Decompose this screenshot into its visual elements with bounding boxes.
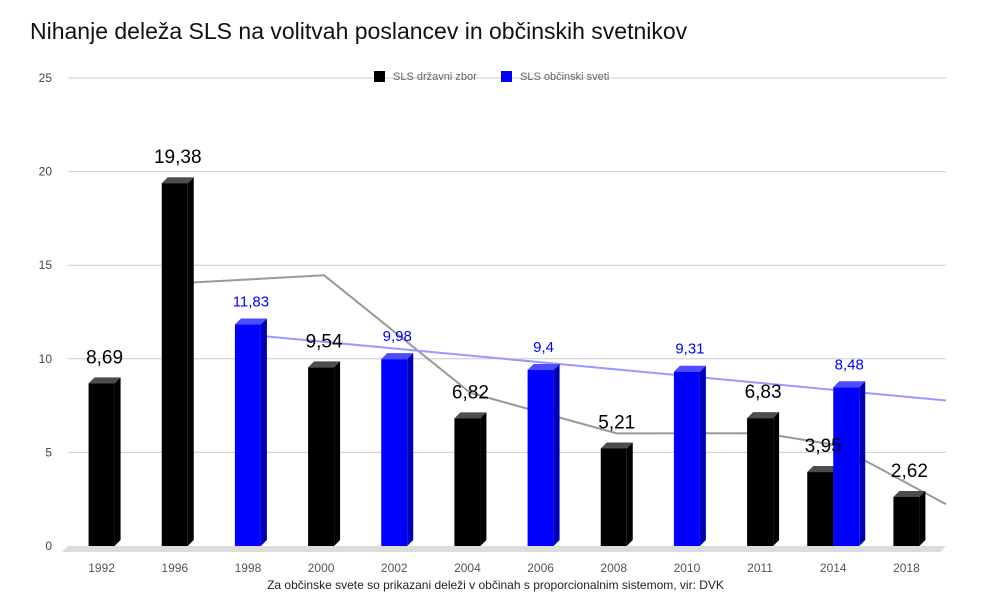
data-label-2004: 6,82 [452,382,489,403]
x-tick-label: 1992 [88,561,115,575]
bar-top-face [600,442,633,449]
bar-2018-drzavni-zbor [893,490,926,546]
bar-side-face [553,364,560,546]
bar-1998-obcinski-sveti [234,318,267,546]
y-tick-label: 5 [45,445,52,459]
bar-top-face [88,377,121,384]
chart-caption: Za občinske svete so prikazani deleži v … [267,578,724,592]
x-tick-label: 2006 [527,561,554,575]
bar-side-face [919,490,926,546]
x-tick-label: 2000 [308,561,335,575]
x-tick-label: 2014 [820,561,847,575]
bar-top-face [833,381,866,388]
bar-front-face [807,472,834,546]
y-tick-label: 10 [39,352,53,366]
bar-2004-drzavni-zbor [454,412,487,546]
data-label-2018: 2,62 [891,461,928,482]
data-label-2011: 6,83 [745,382,782,403]
bar-top-face [673,365,706,372]
y-tick-label: 20 [39,165,53,179]
bar-front-face [527,370,554,546]
bar-side-face [626,442,633,546]
bar-front-face [381,359,408,546]
bar-2014-obcinski-sveti [833,381,866,546]
bar-front-face [161,183,188,546]
data-label-2010: 9,31 [675,341,704,358]
y-tick-label: 0 [45,539,52,553]
bar-top-face [308,361,341,368]
bar-1996-drzavni-zbor [161,177,194,546]
x-tick-label: 2011 [747,561,773,575]
data-label-2006: 9,4 [533,339,554,356]
y-tick-label: 25 [39,71,53,85]
bar-side-face [260,318,267,546]
bar-top-face [527,364,560,371]
data-label-2014: 8,48 [835,356,864,373]
data-label-2014: 3,95 [805,436,842,457]
legend-label: SLS državni zbor [393,71,477,83]
chart-floor [62,546,946,552]
bar-side-face [114,377,121,546]
y-tick-label: 15 [39,258,53,272]
data-label-1996: 19,38 [154,147,202,168]
bar-front-face [308,367,335,546]
data-label-1992: 8,69 [86,347,123,368]
data-label-2008: 5,21 [598,412,635,433]
bar-side-face [773,412,780,546]
bar-2002-obcinski-sveti [381,353,414,546]
bar-top-face [893,490,926,497]
bar-side-face [480,412,487,546]
legend-swatch [501,71,512,82]
x-tick-label: 2004 [454,561,481,575]
bar-front-face [893,496,920,546]
bar-top-face [747,412,780,419]
x-tick-label: 2018 [893,561,920,575]
bar-1992-drzavni-zbor [88,377,121,546]
bar-front-face [234,324,261,546]
bar-top-face [234,318,267,325]
x-tick-label: 2002 [381,561,408,575]
bar-front-face [673,371,700,546]
x-tick-label: 2010 [674,561,701,575]
data-label-1998: 11,83 [233,294,269,311]
bar-top-face [161,177,194,184]
bar-side-face [334,361,341,546]
bar-top-face [381,353,414,360]
bar-side-face [407,353,414,546]
bar-top-face [807,466,840,473]
bar-front-face [454,418,481,546]
bar-2011-drzavni-zbor [747,412,780,546]
bar-2008-drzavni-zbor [600,442,633,546]
bar-side-face [859,381,866,546]
bar-side-face [699,365,706,546]
x-tick-label: 1996 [161,561,188,575]
legend-swatch [374,71,385,82]
x-tick-label: 1998 [235,561,262,575]
bar-2010-obcinski-sveti [673,365,706,546]
bar-top-face [454,412,487,419]
bar-front-face [88,383,115,546]
trendline-obcinski-sveti [250,333,947,402]
bar-front-face [600,448,627,546]
legend-label: SLS občinski sveti [520,71,609,83]
data-label-2000: 9,54 [306,331,343,352]
data-label-2002: 9,98 [383,328,412,345]
bar-2000-drzavni-zbor [308,361,341,546]
chart-title: Nihanje deleža SLS na volitvah poslancev… [30,18,688,44]
bar-side-face [187,177,194,546]
bar-front-face [747,418,774,546]
bar-2006-obcinski-sveti [527,364,560,546]
x-tick-label: 2008 [600,561,627,575]
bar-front-face [833,387,860,546]
